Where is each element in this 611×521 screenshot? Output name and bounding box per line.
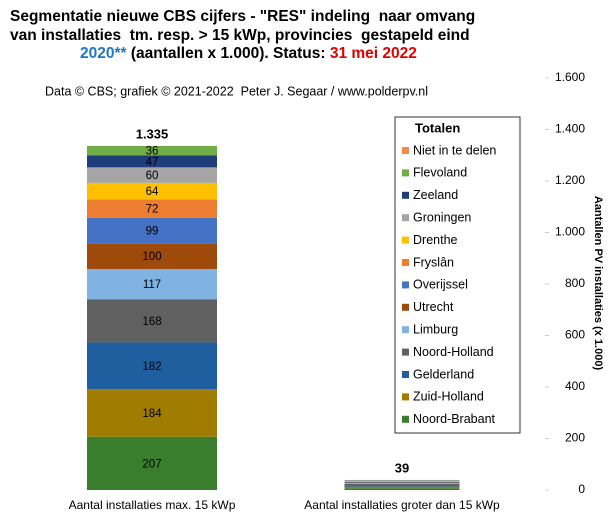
bar-segment: [87, 342, 217, 390]
bar-segment: [87, 182, 217, 200]
y-tick-label: 200: [565, 431, 585, 445]
bar-segment: [344, 485, 460, 487]
y-tick-label: 400: [565, 379, 585, 393]
title-line: Segmentatie nieuwe CBS cijfers - "RES" i…: [10, 8, 475, 25]
legend-swatch: [402, 214, 409, 222]
y-tick-label: 1.600: [555, 70, 585, 84]
data-label: 117: [143, 279, 161, 291]
y-tick-label: 600: [565, 328, 585, 342]
legend-label: Limburg: [413, 322, 458, 336]
data-label: 168: [142, 316, 161, 328]
bar-segment: [87, 243, 217, 270]
legend-label: Utrecht: [413, 300, 454, 314]
x-tick-label: Aantal installaties max. 15 kWp: [69, 498, 236, 512]
legend-swatch: [402, 393, 409, 401]
y-tick-label: 1.400: [555, 122, 585, 136]
bar-segment: [344, 481, 460, 482]
y-tick-label: 1.200: [555, 173, 585, 187]
legend-swatch: [402, 371, 409, 378]
legend-swatch: [402, 169, 409, 177]
bar-segment: [87, 167, 217, 183]
bar-segment: [344, 480, 460, 481]
bar-segment: [344, 481, 460, 483]
data-label: 36: [146, 146, 159, 158]
total-label: 1.335: [136, 127, 169, 142]
legend-label: Zeeland: [413, 188, 458, 202]
bar-segment: [87, 199, 217, 218]
legend-label: Zuid-Holland: [413, 390, 484, 404]
legend-swatch: [402, 147, 409, 154]
x-tick-label: Aantal installaties groter dan 15 kWp: [304, 498, 500, 512]
legend-swatch: [402, 348, 409, 356]
data-label: 207: [142, 458, 161, 470]
legend-label: Noord-Holland: [413, 345, 494, 359]
total-label: 39: [395, 460, 409, 475]
data-label: 60: [146, 170, 159, 182]
data-label: 99: [146, 226, 159, 238]
legend-label: Noord-Brabant: [413, 412, 496, 426]
y-tick-label: 1.000: [555, 225, 585, 239]
legend-label: Drenthe: [413, 233, 458, 247]
y-axis-title: Aantallen PV installaties (x 1.000): [592, 196, 604, 371]
bar-segment: [344, 483, 460, 486]
legend-label: Niet in te delen: [413, 143, 496, 157]
legend-swatch: [402, 326, 409, 334]
title-part: 31 mei 2022: [330, 45, 417, 62]
bar-segment: [344, 486, 460, 489]
legend-label: Groningen: [413, 210, 471, 224]
legend-label: Overijssel: [413, 278, 468, 292]
data-label: 184: [142, 408, 162, 420]
legend-swatch: [402, 259, 409, 266]
legend-title: Totalen: [415, 120, 460, 135]
legend-label: Flevoland: [413, 166, 467, 180]
data-label: 47: [146, 156, 159, 168]
legend-swatch: [402, 236, 409, 244]
title-part: (aantallen x 1.000). Status:: [127, 45, 330, 62]
bar-segment: [344, 488, 460, 490]
title-part: 2020**: [80, 45, 128, 62]
bar-segment: [87, 217, 217, 244]
y-tick-label: 0: [578, 482, 585, 496]
bar-segment: [87, 299, 217, 343]
bar-segment: [87, 155, 217, 168]
title-line: 2020** (aantallen x 1.000). Status: 31 m…: [80, 45, 417, 62]
title-line: van installaties tm. resp. > 15 kWp, pro…: [10, 27, 470, 44]
data-label: 100: [142, 251, 161, 263]
bar-segment: [344, 483, 460, 484]
legend-label: Gelderland: [413, 367, 474, 381]
bar-segment: [87, 145, 217, 156]
legend-swatch: [402, 281, 409, 289]
bar-segment: [87, 436, 217, 490]
legend-box: [394, 116, 521, 434]
legend-swatch: [402, 303, 409, 311]
legend-swatch: [402, 415, 409, 423]
subtitle: Data © CBS; grafiek © 2021-2022 Peter J.…: [45, 84, 428, 98]
data-label: 182: [142, 361, 161, 373]
data-label: 72: [146, 204, 159, 216]
legend-label: Fryslân: [413, 255, 454, 269]
bar-segment: [344, 482, 460, 484]
bar-segment: [87, 269, 217, 300]
data-label: 64: [146, 186, 159, 198]
y-tick-label: 800: [565, 276, 585, 290]
legend-swatch: [402, 191, 409, 199]
bar-segment: [87, 389, 217, 437]
